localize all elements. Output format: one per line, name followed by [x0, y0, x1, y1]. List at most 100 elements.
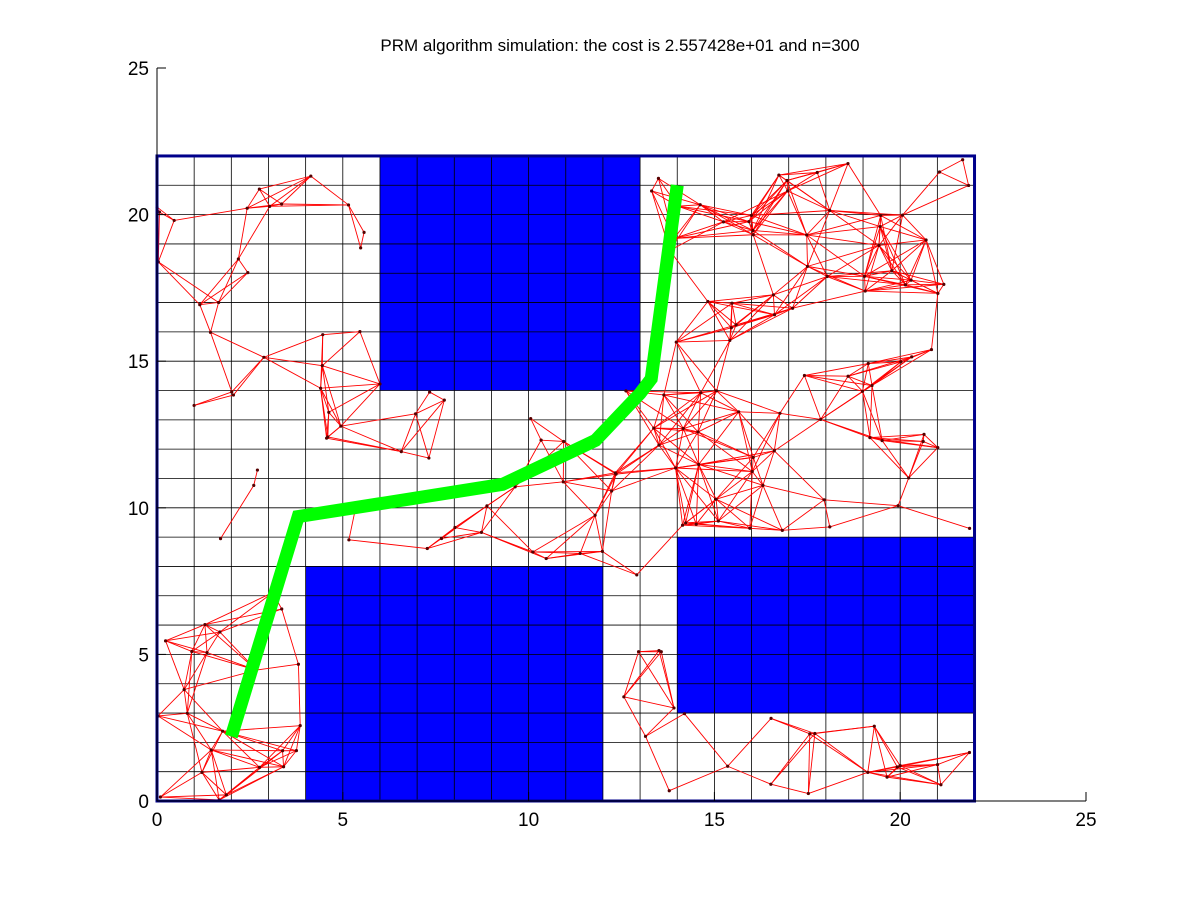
roadmap-edge	[738, 411, 754, 458]
roadmap-edge	[428, 399, 445, 459]
roadmap-node	[929, 347, 934, 352]
roadmap-edge	[187, 712, 223, 732]
roadmap-edge	[698, 411, 740, 465]
roadmap-edge	[804, 375, 873, 386]
roadmap-node	[544, 556, 548, 561]
roadmap-edge	[237, 208, 248, 260]
roadmap-edge	[717, 471, 753, 522]
roadmap-edge	[751, 413, 781, 472]
roadmap-edge	[902, 214, 927, 241]
roadmap-edge	[752, 413, 781, 458]
roadmap-edge	[697, 390, 718, 433]
roadmap-edge	[401, 451, 429, 459]
roadmap-edge	[623, 696, 675, 709]
roadmap-edge	[804, 375, 822, 420]
roadmap-edge	[616, 467, 676, 475]
roadmap-node	[751, 228, 755, 233]
roadmap-node	[903, 283, 908, 287]
roadmap-node	[255, 468, 260, 472]
roadmap-node	[562, 439, 566, 444]
roadmap-node	[561, 480, 565, 484]
roadmap-edge	[878, 245, 906, 286]
roadmap-edge	[762, 450, 775, 486]
roadmap-edge	[807, 733, 816, 794]
roadmap-edge	[359, 331, 381, 385]
roadmap-edge	[246, 175, 312, 209]
roadmap-edge	[738, 411, 753, 472]
roadmap-edge	[219, 592, 274, 633]
roadmap-node	[805, 233, 809, 237]
roadmap-edge	[727, 718, 772, 767]
roadmap-node	[896, 504, 900, 508]
roadmap-edge	[645, 713, 685, 737]
roadmap-node	[262, 355, 266, 359]
roadmap-edge	[862, 391, 871, 438]
roadmap-edge	[283, 725, 301, 767]
roadmap-edge	[645, 707, 675, 737]
roadmap-edge	[259, 188, 271, 207]
roadmap-node	[428, 390, 432, 394]
roadmap-edge	[715, 484, 764, 500]
roadmap-edge	[867, 764, 938, 773]
roadmap-node	[230, 390, 234, 394]
roadmap-node	[252, 483, 256, 488]
y-tick-label: 10	[128, 499, 149, 520]
x-axis-ticks: 0 5 10 15 20 25	[152, 792, 1097, 831]
roadmap-edge	[663, 392, 701, 396]
roadmap-edge	[165, 624, 206, 642]
roadmap-node	[696, 430, 700, 434]
roadmap-edge	[792, 276, 828, 309]
roadmap-edge	[699, 204, 754, 231]
roadmap-edge	[211, 749, 284, 768]
roadmap-node	[281, 765, 286, 769]
roadmap-edge	[773, 450, 825, 501]
roadmap-edge	[247, 203, 282, 209]
roadmap-edge	[816, 172, 831, 211]
roadmap-node	[319, 386, 323, 390]
roadmap-edge	[263, 356, 323, 367]
roadmap-edge	[774, 276, 828, 316]
roadmap-edge	[782, 526, 830, 531]
roadmap-node	[698, 203, 702, 207]
roadmap-edge	[910, 239, 927, 281]
roadmap-edge	[868, 349, 932, 364]
roadmap-node	[294, 749, 299, 753]
roadmap-edge	[231, 356, 265, 393]
roadmap-edge	[871, 349, 932, 386]
roadmap-edge	[729, 314, 775, 341]
roadmap-edge	[675, 341, 717, 392]
roadmap-edge	[157, 689, 185, 717]
roadmap-edge	[707, 301, 733, 304]
roadmap-edge	[700, 204, 750, 223]
roadmap-node	[706, 299, 710, 304]
roadmap-node	[453, 525, 457, 530]
roadmap-edge	[541, 439, 564, 442]
roadmap-edge	[199, 258, 239, 305]
roadmap-edge	[623, 651, 639, 697]
roadmap-node	[657, 443, 661, 447]
roadmap-edge	[864, 270, 893, 292]
roadmap-edge	[658, 444, 676, 469]
roadmap-node	[614, 472, 618, 476]
roadmap-node	[699, 391, 703, 395]
roadmap-node	[158, 795, 163, 799]
roadmap-edge	[752, 190, 788, 236]
roadmap-edge	[201, 749, 212, 773]
roadmap-edge	[698, 456, 754, 465]
roadmap-node	[600, 549, 604, 554]
roadmap-node	[939, 783, 943, 787]
roadmap-edge	[891, 270, 939, 294]
roadmap-edge	[183, 689, 188, 714]
roadmap-node	[298, 724, 302, 728]
roadmap-edge	[546, 552, 581, 559]
roadmap-edge	[716, 340, 731, 391]
roadmap-edge	[623, 651, 662, 698]
roadmap-node	[879, 213, 883, 218]
roadmap-edge	[786, 180, 789, 191]
roadmap-node	[659, 650, 663, 654]
roadmap-edge	[751, 174, 780, 216]
roadmap-node	[697, 462, 701, 467]
roadmap-node	[378, 382, 382, 386]
roadmap-edge	[682, 520, 719, 526]
roadmap-edge	[868, 361, 901, 364]
